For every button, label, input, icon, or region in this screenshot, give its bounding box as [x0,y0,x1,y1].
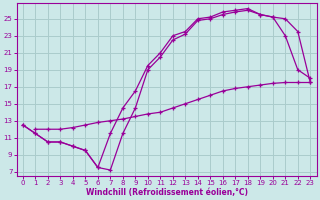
X-axis label: Windchill (Refroidissement éolien,°C): Windchill (Refroidissement éolien,°C) [85,188,248,197]
